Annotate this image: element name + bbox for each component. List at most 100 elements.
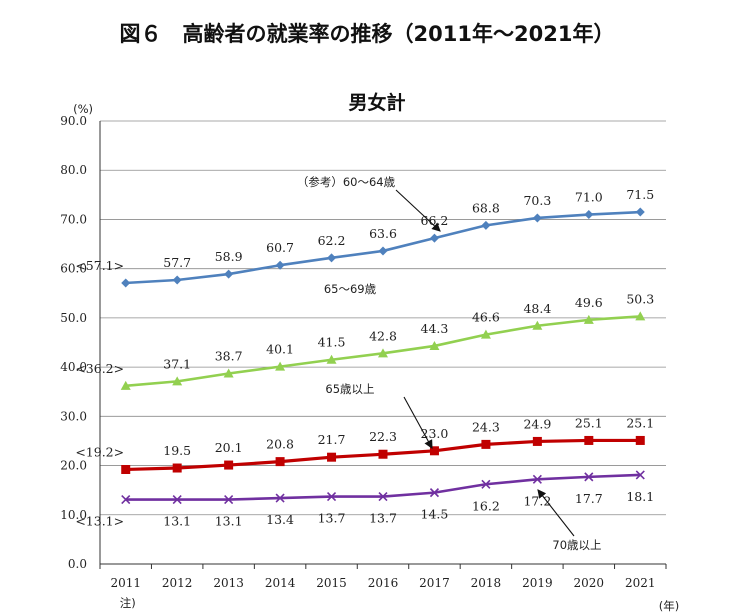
- data-point: [275, 457, 285, 467]
- data-label: <57.1>: [75, 258, 124, 273]
- data-label: 13.7: [369, 511, 397, 526]
- data-point: [532, 320, 543, 330]
- data-label: 19.5: [163, 443, 191, 458]
- data-point: [583, 314, 594, 324]
- series-annotation: 65歳以上: [325, 382, 374, 396]
- data-label: 13.1: [215, 514, 243, 529]
- data-point: [120, 380, 131, 390]
- data-point: [223, 368, 234, 378]
- x-tick-label: 2012: [162, 576, 193, 590]
- chart-title: 男女計: [348, 92, 406, 114]
- data-label: 57.7: [163, 255, 191, 270]
- x-tick-note: 注): [120, 596, 136, 610]
- data-point: [327, 253, 337, 263]
- data-point: [635, 207, 645, 217]
- data-label: 37.1: [163, 356, 191, 371]
- annotation-arrow: [395, 189, 441, 232]
- data-label: 46.6: [472, 310, 500, 325]
- data-point: [481, 439, 491, 449]
- data-label: 13.7: [318, 511, 346, 526]
- data-point: [224, 269, 234, 279]
- x-tick-label: 2013: [213, 576, 244, 590]
- data-label: 66.2: [421, 213, 449, 228]
- data-label: 24.9: [523, 416, 551, 431]
- x-tick-label: 2015: [316, 576, 347, 590]
- data-label: 22.3: [369, 429, 397, 444]
- series-annotation: 70歳以上: [552, 538, 601, 552]
- data-point: [172, 275, 182, 285]
- data-point: [275, 493, 285, 503]
- data-label: 38.7: [215, 349, 243, 364]
- x-axis-unit: (年): [659, 599, 679, 613]
- data-label: 14.5: [421, 507, 449, 522]
- data-label: 41.5: [318, 335, 346, 350]
- y-tick-label: 0.0: [68, 557, 87, 571]
- x-tick-label: 2014: [265, 576, 296, 590]
- series-annotation: （参考）60～64歳: [297, 175, 396, 189]
- data-label: 20.8: [266, 437, 294, 452]
- data-point: [121, 278, 131, 288]
- data-point: [584, 210, 594, 220]
- data-point: [480, 329, 491, 339]
- data-label: 13.1: [163, 514, 191, 529]
- data-label: 42.8: [369, 328, 397, 343]
- data-label: 44.3: [421, 321, 449, 336]
- data-point: [172, 494, 182, 505]
- data-label: 71.5: [626, 187, 654, 202]
- data-point: [429, 233, 439, 243]
- y-tick-label: 50.0: [60, 311, 87, 325]
- data-point: [327, 452, 337, 462]
- data-point: [584, 472, 594, 482]
- data-point: [429, 488, 440, 498]
- data-label: 21.7: [318, 432, 346, 447]
- y-tick-label: 70.0: [60, 212, 87, 226]
- data-label: 68.8: [472, 200, 500, 215]
- data-point: [224, 460, 234, 470]
- data-point: [326, 492, 337, 502]
- x-tick-label: 2016: [368, 576, 399, 590]
- data-label: 23.0: [421, 426, 449, 441]
- data-label: 60.7: [266, 240, 294, 255]
- x-tick-label: 2021: [625, 576, 656, 590]
- data-point: [635, 435, 645, 445]
- series-annotation: 65～69歳: [324, 282, 377, 296]
- data-label: 16.2: [472, 498, 500, 513]
- data-label: 17.7: [575, 491, 603, 506]
- data-point: [172, 376, 183, 386]
- y-tick-label: 20.0: [60, 459, 87, 473]
- data-point: [584, 435, 594, 445]
- data-label: 25.1: [626, 415, 654, 430]
- x-tick-label: 2019: [522, 576, 553, 590]
- data-label: 62.2: [318, 233, 346, 248]
- data-point: [378, 246, 388, 256]
- data-label: 25.1: [575, 415, 603, 430]
- data-point: [378, 449, 388, 459]
- y-axis-unit: (%): [73, 102, 93, 116]
- figure-title: 図６ 高齢者の就業率の推移（2011年～2021年）: [119, 22, 615, 46]
- data-label: 70.3: [523, 193, 551, 208]
- data-label: 24.3: [472, 419, 500, 434]
- data-point: [429, 340, 440, 350]
- data-point: [481, 479, 491, 489]
- data-label: <36.2>: [75, 361, 124, 376]
- data-label: 50.3: [626, 291, 654, 306]
- y-tick-label: 40.0: [60, 360, 87, 374]
- data-label: 13.4: [266, 512, 294, 527]
- data-label: 20.1: [215, 440, 243, 455]
- y-tick-label: 10.0: [60, 508, 87, 522]
- y-tick-label: 30.0: [60, 409, 87, 423]
- data-point: [121, 494, 131, 505]
- y-tick-label: 60.0: [60, 262, 87, 276]
- y-tick-label: 90.0: [60, 114, 87, 128]
- data-point: [326, 354, 337, 364]
- data-point: [635, 311, 646, 321]
- data-label: 63.6: [369, 226, 397, 241]
- data-point: [532, 213, 542, 223]
- x-tick-label: 2011: [110, 576, 141, 590]
- data-point: [532, 474, 542, 484]
- data-point: [481, 220, 491, 230]
- data-point: [532, 436, 542, 446]
- data-label: <13.1>: [75, 514, 124, 529]
- data-label: <19.2>: [75, 444, 124, 459]
